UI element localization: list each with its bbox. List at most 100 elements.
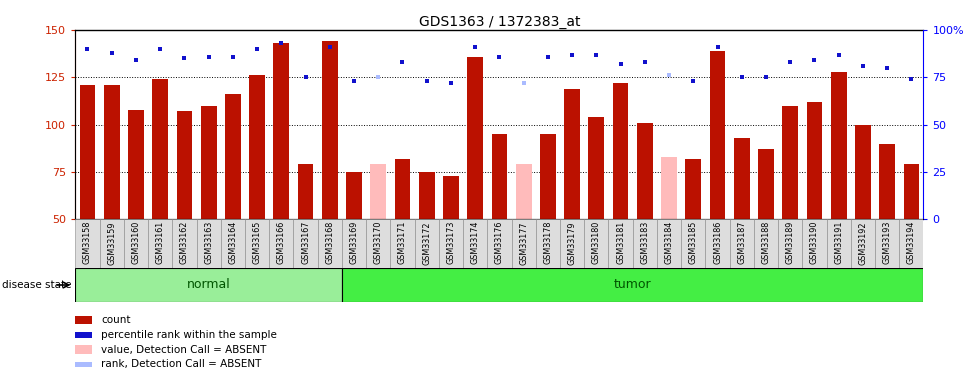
Bar [249, 75, 265, 219]
Bar [564, 89, 580, 219]
Text: value, Detection Call = ABSENT: value, Detection Call = ABSENT [101, 345, 267, 355]
Bar [75, 345, 92, 354]
Bar [463, 219, 487, 268]
Bar [778, 219, 803, 268]
Text: GSM33160: GSM33160 [131, 221, 140, 264]
Text: GSM33179: GSM33179 [568, 221, 577, 264]
Bar [298, 165, 313, 219]
Text: GSM33193: GSM33193 [883, 221, 892, 264]
Text: GSM33184: GSM33184 [665, 221, 673, 264]
Text: GSM33177: GSM33177 [519, 221, 528, 264]
Text: GSM33190: GSM33190 [810, 221, 819, 264]
Text: GSM33164: GSM33164 [228, 221, 238, 264]
Bar [75, 316, 92, 324]
Text: GSM33159: GSM33159 [107, 221, 116, 264]
Bar [487, 219, 512, 268]
Bar [273, 43, 289, 219]
Text: percentile rank within the sample: percentile rank within the sample [101, 330, 277, 340]
Bar [734, 138, 750, 219]
Bar [414, 219, 439, 268]
Bar [899, 219, 923, 268]
Bar [855, 124, 870, 219]
Bar [681, 219, 705, 268]
Bar [270, 219, 294, 268]
Bar [221, 219, 245, 268]
Bar [177, 111, 192, 219]
Bar [540, 134, 555, 219]
Bar [103, 85, 120, 219]
Text: GSM33167: GSM33167 [301, 221, 310, 264]
Text: GSM33176: GSM33176 [495, 221, 504, 264]
Bar [903, 165, 920, 219]
Bar [225, 94, 241, 219]
Text: GSM33187: GSM33187 [737, 221, 747, 264]
Bar [395, 159, 411, 219]
Text: GSM33168: GSM33168 [326, 221, 334, 264]
Bar [831, 72, 846, 219]
Text: tumor: tumor [613, 279, 651, 291]
Bar [128, 110, 144, 219]
Bar [851, 219, 875, 268]
Bar [686, 159, 701, 219]
Bar [346, 172, 362, 219]
Text: GSM33163: GSM33163 [204, 221, 213, 264]
Bar [758, 149, 774, 219]
Bar [512, 219, 536, 268]
Bar [124, 219, 148, 268]
Bar [322, 41, 338, 219]
Bar [637, 123, 653, 219]
Bar [196, 219, 221, 268]
Bar [245, 219, 270, 268]
Bar [661, 157, 677, 219]
Text: GSM33161: GSM33161 [156, 221, 164, 264]
Bar [201, 106, 216, 219]
Text: disease state: disease state [2, 280, 71, 290]
Bar [342, 268, 923, 302]
Text: rank, Detection Call = ABSENT: rank, Detection Call = ABSENT [101, 359, 262, 369]
Title: GDS1363 / 1372383_at: GDS1363 / 1372383_at [418, 15, 581, 29]
Text: GSM33173: GSM33173 [446, 221, 455, 264]
Text: GSM33189: GSM33189 [785, 221, 795, 264]
Bar [782, 106, 798, 219]
Text: GSM33191: GSM33191 [835, 221, 843, 264]
Text: GSM33186: GSM33186 [713, 221, 722, 264]
Bar [75, 268, 342, 302]
Bar [318, 219, 342, 268]
Text: GSM33178: GSM33178 [544, 221, 553, 264]
Bar [657, 219, 681, 268]
Bar [560, 219, 584, 268]
Bar [342, 219, 366, 268]
Text: GSM33170: GSM33170 [374, 221, 383, 264]
Text: GSM33183: GSM33183 [640, 221, 649, 264]
Text: GSM33172: GSM33172 [422, 221, 431, 264]
Text: GSM33192: GSM33192 [859, 221, 867, 264]
Text: GSM33180: GSM33180 [592, 221, 601, 264]
Text: GSM33166: GSM33166 [277, 221, 286, 264]
Text: GSM33174: GSM33174 [470, 221, 480, 264]
Bar [366, 219, 390, 268]
Bar [729, 219, 753, 268]
Bar [419, 172, 435, 219]
Text: GSM33169: GSM33169 [350, 221, 358, 264]
Bar [148, 219, 172, 268]
Bar [633, 219, 657, 268]
Bar [79, 85, 96, 219]
Bar [588, 117, 604, 219]
Bar [99, 219, 124, 268]
Bar [370, 165, 386, 219]
Bar [75, 332, 92, 338]
Bar [75, 362, 92, 367]
Text: GSM33165: GSM33165 [252, 221, 262, 264]
Bar [172, 219, 196, 268]
Text: count: count [101, 315, 131, 325]
Bar [153, 79, 168, 219]
Bar [609, 219, 633, 268]
Text: GSM33171: GSM33171 [398, 221, 407, 264]
Text: GSM33188: GSM33188 [761, 221, 771, 264]
Text: GSM33194: GSM33194 [907, 221, 916, 264]
Bar [875, 219, 899, 268]
Bar [710, 51, 725, 219]
Bar [705, 219, 729, 268]
Bar [390, 219, 414, 268]
Bar [75, 219, 99, 268]
